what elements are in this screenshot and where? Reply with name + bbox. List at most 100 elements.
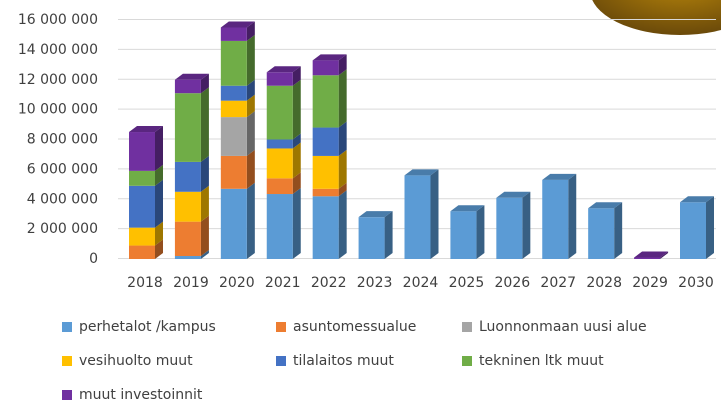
- x-tick-label: 2028: [586, 275, 622, 291]
- bar-side: [247, 35, 255, 86]
- bar-side: [155, 126, 163, 171]
- bar-side: [568, 174, 576, 259]
- y-tick-label: 16 000 000: [18, 12, 98, 28]
- bar: [129, 246, 155, 259]
- x-tick-label: 2025: [449, 275, 485, 291]
- bar: [313, 196, 339, 259]
- legend-swatch: [276, 322, 286, 332]
- x-tick-label: 2018: [127, 275, 163, 291]
- bar: [221, 117, 247, 156]
- bar: [221, 189, 247, 259]
- x-tick-label: 2021: [265, 275, 301, 291]
- y-tick-label: 12 000 000: [18, 72, 98, 88]
- bar: [267, 194, 293, 259]
- y-tick-label: 8 000 000: [27, 132, 98, 148]
- bar: [129, 132, 155, 171]
- decoration: [590, 0, 721, 35]
- bar: [267, 72, 293, 85]
- y-tick-label: 2 000 000: [27, 221, 98, 237]
- bar: [129, 171, 155, 186]
- bar: [175, 93, 201, 162]
- bar: [634, 258, 660, 259]
- bar-side: [614, 202, 622, 259]
- bars: [129, 21, 714, 259]
- bar: [405, 175, 431, 259]
- x-tick-label: 2027: [540, 275, 576, 291]
- bar-side: [247, 150, 255, 189]
- bar: [313, 189, 339, 196]
- legend-swatch: [62, 356, 72, 366]
- x-tick-label: 2029: [632, 275, 668, 291]
- x-tick-label: 2026: [495, 275, 531, 291]
- bar: [267, 148, 293, 178]
- x-tick-label: 2019: [173, 275, 209, 291]
- bar: [496, 198, 522, 259]
- bar-side: [293, 80, 301, 140]
- x-tick-label: 2030: [678, 275, 714, 291]
- bar-side: [201, 216, 209, 256]
- legend-label: Luonnonmaan uusi alue: [479, 319, 647, 335]
- y-tick-label: 6 000 000: [27, 161, 98, 177]
- y-tick-label: 4 000 000: [27, 191, 98, 207]
- bar: [129, 228, 155, 246]
- bar-side: [339, 122, 347, 156]
- bar-side: [431, 169, 439, 259]
- bar: [221, 156, 247, 189]
- bar: [175, 162, 201, 192]
- bar: [221, 27, 247, 40]
- legend-label: tekninen ltk muut: [479, 353, 604, 369]
- bar: [129, 186, 155, 228]
- bar: [359, 217, 385, 259]
- bar-side: [339, 150, 347, 189]
- bar: [588, 208, 614, 259]
- x-tick-label: 2020: [219, 275, 255, 291]
- bar: [450, 211, 476, 259]
- bar: [542, 180, 568, 259]
- bar: [221, 86, 247, 101]
- bar-side: [522, 192, 530, 259]
- legend-swatch: [62, 390, 72, 400]
- bar: [267, 140, 293, 149]
- y-tick-label: 10 000 000: [18, 102, 98, 118]
- bar: [175, 80, 201, 93]
- legend-swatch: [276, 356, 286, 366]
- y-tick-label: 14 000 000: [18, 42, 98, 58]
- bar: [221, 41, 247, 86]
- bar: [313, 156, 339, 189]
- bar-side: [706, 196, 714, 259]
- bar-side: [476, 205, 484, 259]
- bar-side: [201, 87, 209, 162]
- bar: [267, 178, 293, 194]
- bar: [221, 101, 247, 117]
- legend-swatch: [462, 356, 472, 366]
- bar-side: [201, 186, 209, 222]
- legend-swatch: [62, 322, 72, 332]
- bar-side: [247, 183, 255, 259]
- bar: [680, 202, 706, 259]
- y-tick-label: 0: [89, 251, 98, 267]
- bar: [313, 75, 339, 127]
- bar: [175, 192, 201, 222]
- legend-swatch: [462, 322, 472, 332]
- bar: [267, 86, 293, 140]
- x-tick-label: 2024: [403, 275, 439, 291]
- bar: [175, 222, 201, 256]
- chart: 0 2 000 000 4 000 000 6 000 000 8 000 000 10 …: [0, 0, 721, 405]
- bar: [313, 60, 339, 75]
- legend-label: muut investoinnit: [79, 387, 203, 403]
- bar-side: [293, 188, 301, 259]
- bar: [175, 256, 201, 259]
- bar-side: [155, 180, 163, 228]
- bar-side: [293, 142, 301, 178]
- legend-label: asuntomessualue: [293, 319, 416, 335]
- bar-side: [339, 69, 347, 127]
- legend-label: tilalaitos muut: [293, 353, 394, 369]
- x-tick-label: 2023: [357, 275, 393, 291]
- bar-side: [201, 156, 209, 192]
- bar-side: [385, 211, 393, 259]
- bar: [313, 128, 339, 156]
- legend-label: vesihuolto muut: [79, 353, 193, 369]
- bar-side: [247, 111, 255, 156]
- x-tick-label: 2022: [311, 275, 347, 291]
- legend-label: perhetalot /kampus: [79, 319, 216, 335]
